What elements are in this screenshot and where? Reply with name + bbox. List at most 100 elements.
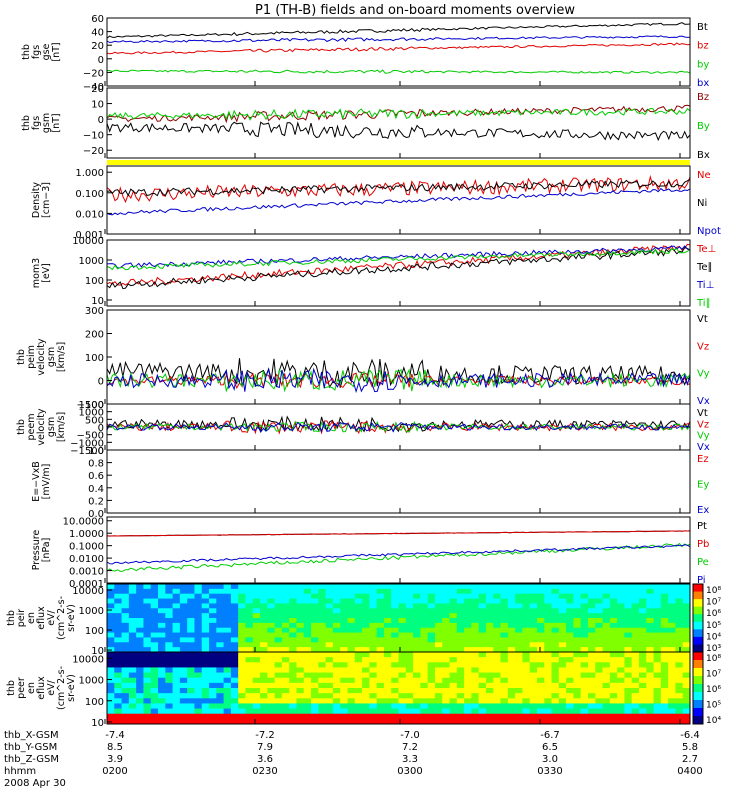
spectrogram-cell [158,698,166,704]
spectrogram-cell [252,618,261,624]
spectrogram-cell [296,593,305,600]
spectrogram-cell [515,637,523,643]
spectrogram-cell [398,642,407,648]
spectrogram-cell [544,642,553,648]
spectrogram-cell [187,688,195,694]
spectrogram-cell [172,703,181,710]
spectrogram-cell [442,662,451,668]
spectrogram-cell [646,593,655,600]
spectrogram-cell [653,603,662,609]
y-tick-label: −1500 [70,446,104,457]
spectrogram-cell [682,588,691,595]
spectrogram-cell [551,672,560,679]
spectrogram-cell [682,613,691,619]
spectrogram-cell [303,598,312,604]
spectrogram-cell [587,647,596,653]
spectrogram-cell [573,588,582,595]
spectrogram-cell [136,718,144,725]
spectrogram-cell [216,682,225,689]
spectrogram-cell [391,637,399,643]
spectrogram-cell [311,637,319,643]
spectrogram-cell [624,598,633,604]
series-line-bx [106,35,691,44]
spectrogram-cell [587,593,596,600]
legend-Ey: Ey [697,480,709,491]
spectrogram-cell [143,713,152,720]
colorbar-label: 10⁸ [706,586,721,596]
spectrogram-cell [201,588,210,595]
spectrogram-cell [354,618,363,624]
spectrogram-cell [631,637,640,643]
spectrogram-cell [296,682,305,689]
spectrogram-cell [187,713,195,720]
spectrogram-cell [617,677,625,684]
spectrogram-cell [536,708,545,715]
spectrogram-cell [158,618,166,624]
spectrogram-cell [515,688,523,694]
spectrogram-cell [442,642,451,648]
spectrogram-cell [340,688,348,694]
spectrogram-cell [318,672,327,679]
spectrogram-cell [209,588,217,595]
spectrogram-cell [238,652,246,658]
spectrogram-cell [595,647,604,653]
spectrogram-cell [573,693,582,699]
series-line-Vx [106,420,691,433]
spectrogram-cell [493,618,502,624]
spectrogram-cell [544,652,553,658]
spectrogram-cell [529,672,538,679]
spectrogram-cell [580,618,589,624]
spectrogram-cell [493,708,502,715]
spectrogram-cell [544,622,553,629]
spectrogram-cell [536,688,545,694]
spectrogram-cell [238,593,246,600]
legend-Bx: Bx [697,150,710,161]
spectrogram-cell [260,682,268,689]
spectrogram-cell [201,682,210,689]
spectrogram-cell [318,657,327,663]
spectrogram-cell [682,608,691,614]
spectrogram-cell [668,698,676,704]
spectrogram-cell [179,637,188,643]
spectrogram-cell [624,672,633,679]
spectrogram-cell [580,647,589,653]
spectrogram-cell [602,662,611,668]
spectrogram-cell [150,593,159,600]
spectrogram-cell [165,613,174,619]
spectrogram-cell [573,632,582,638]
spectrogram-cell [128,598,137,604]
spectrogram-cell [566,608,574,614]
spectrogram-cell [143,588,152,595]
spectrogram-cell [362,613,370,619]
spectrogram-cell [179,603,188,609]
spectrogram-cell [362,718,370,725]
spectrogram-cell [675,584,684,590]
spectrogram-cell [318,688,327,694]
spectrogram-cell [274,618,283,624]
spectrogram-cell [464,637,472,643]
panel-frame [106,309,691,405]
spectrogram-cell [311,627,319,634]
colorbar-label: 10⁴ [706,716,721,726]
spectrogram-cell [332,693,341,699]
spectrogram-cell [507,637,516,643]
spectrogram-cell [580,584,589,590]
spectrogram-cell [296,584,305,590]
spectrogram-cell [413,682,421,689]
spectrogram-cell [230,667,239,674]
spectrogram-cell [646,688,655,694]
spectrogram-cell [405,584,414,590]
spectrogram-cell [398,667,407,674]
spectrogram-cell [194,588,203,595]
spectrogram-cell [580,642,589,648]
spectrogram-cell [493,662,502,668]
spectrogram-cell [529,598,538,604]
spectrogram-cell [245,708,254,715]
spectrogram-cell [383,622,392,629]
spectrogram-cell [631,647,640,653]
spectrogram-cell [646,708,655,715]
spectrogram-cell [114,603,123,609]
footer-value: 5.8 [682,742,698,753]
spectrogram-cell [311,588,319,595]
spectrogram-cell [551,647,560,653]
